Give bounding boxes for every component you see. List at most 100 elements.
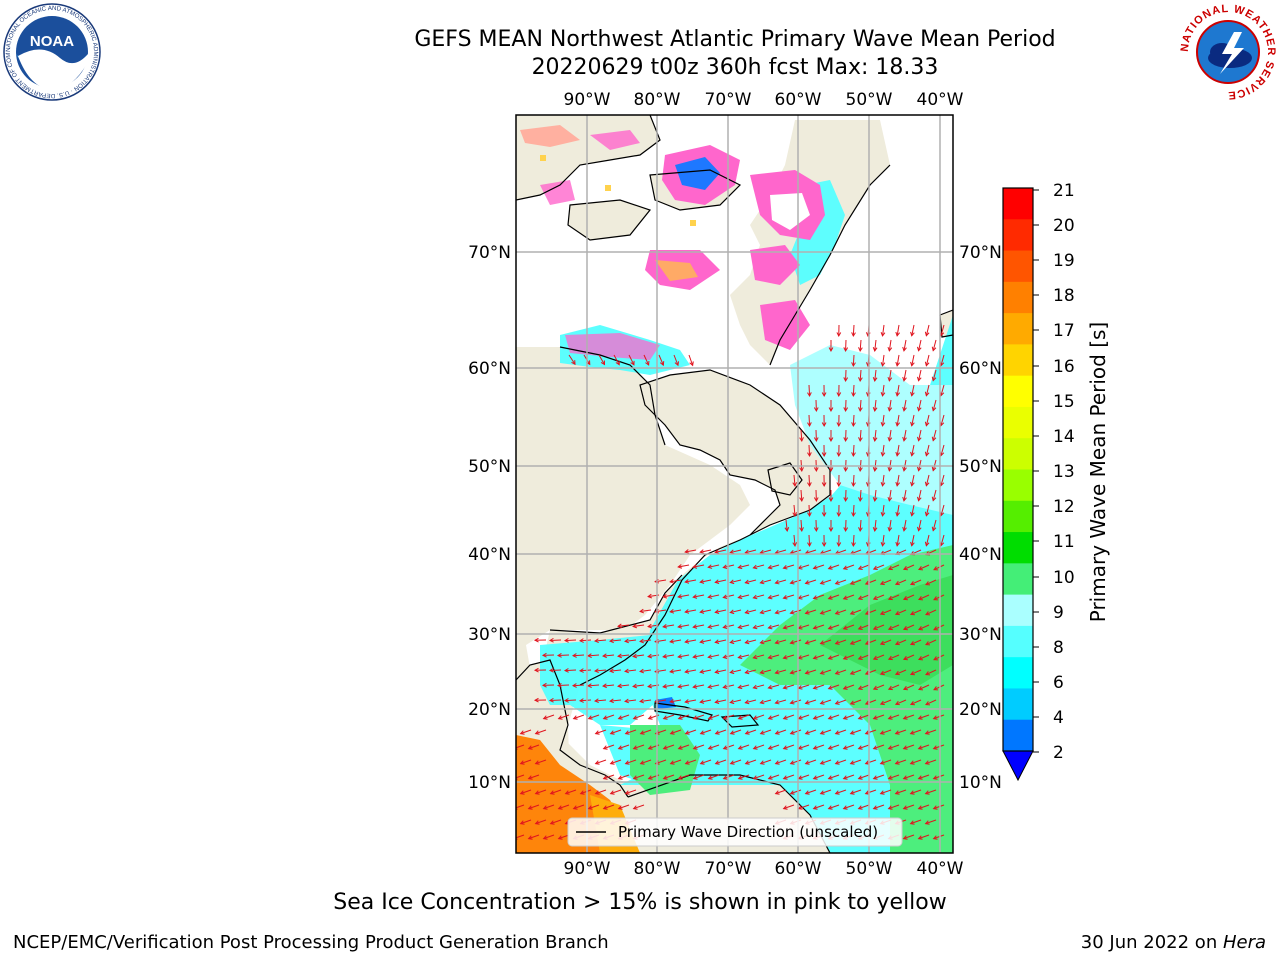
wave-arrow-head — [827, 655, 833, 660]
wave-arrow-head — [744, 730, 750, 735]
colorbar-segment — [1003, 719, 1033, 752]
wave-arrow-head — [857, 715, 863, 720]
wave-arrow-head — [834, 610, 840, 615]
wave-arrow-head — [669, 698, 675, 704]
wave-arrow — [820, 699, 832, 705]
wave-arrow-head — [767, 684, 773, 690]
wave-arrow-head — [902, 805, 908, 810]
wave-arrow-head — [872, 347, 878, 352]
wave-arrow-head — [887, 595, 893, 601]
wave-arrow-head — [849, 790, 855, 795]
wave-arrow — [932, 339, 937, 351]
wave-arrow-head — [669, 668, 675, 674]
wave-arrow — [700, 699, 712, 703]
wave-arrow-head — [933, 656, 939, 661]
wave-arrow — [753, 774, 765, 780]
wave-arrow — [888, 684, 900, 690]
wave-arrow — [888, 339, 892, 351]
wave-arrow — [798, 744, 810, 750]
wave-arrow — [790, 549, 802, 554]
wave-arrow-head — [684, 730, 690, 735]
wave-arrow — [715, 639, 727, 643]
colorbar-segment — [1003, 375, 1033, 408]
wave-arrow-head — [674, 361, 680, 367]
wave-arrow — [550, 789, 562, 795]
wave-arrow-head — [533, 697, 539, 703]
lon-label-top: 70°W — [705, 90, 752, 110]
wave-arrow — [888, 489, 892, 501]
lat-label-right: 50°N — [959, 457, 1002, 477]
wave-arrow-head — [880, 391, 886, 397]
wave-arrow-head — [722, 775, 728, 780]
wave-arrow-head — [542, 805, 548, 810]
wave-arrow-head — [819, 640, 825, 645]
wave-arrow-head — [836, 482, 842, 488]
wave-arrow — [852, 474, 855, 487]
wave-arrow — [888, 429, 892, 441]
wave-arrow-head — [789, 640, 795, 645]
wave-arrow-head — [527, 775, 533, 780]
wave-arrow — [790, 669, 802, 674]
wave-arrow — [882, 384, 885, 396]
wave-arrow — [610, 789, 622, 795]
wave-arrow — [882, 354, 885, 366]
wave-arrow — [940, 414, 945, 426]
wave-arrow — [768, 744, 780, 750]
wave-arrow — [798, 624, 810, 629]
wave-arrow — [633, 624, 645, 627]
wave-arrow-head — [556, 683, 562, 688]
lon-label-top: 90°W — [564, 90, 611, 110]
wave-arrow — [903, 654, 915, 660]
wave-arrow — [852, 354, 855, 367]
wave-arrow-head — [632, 805, 638, 810]
wave-arrow — [745, 669, 757, 674]
wave-arrow-head — [813, 407, 819, 413]
wave-arrow-head — [894, 790, 900, 795]
wave-arrow — [557, 654, 570, 657]
wave-arrow — [760, 639, 772, 644]
lon-label-top: 80°W — [634, 90, 681, 110]
wave-arrow-head — [910, 331, 915, 337]
wave-arrow — [888, 369, 892, 381]
wave-arrow — [738, 714, 750, 720]
wave-arrow — [925, 579, 937, 586]
wave-arrow — [933, 594, 945, 601]
lat-label-left: 50°N — [468, 457, 511, 477]
wave-arrow — [903, 339, 907, 351]
wave-arrow — [520, 729, 532, 735]
wave-arrow — [580, 789, 592, 795]
wave-arrow-head — [827, 745, 833, 750]
wave-arrow-head — [699, 699, 705, 704]
wave-arrow-head — [602, 745, 608, 750]
wave-arrow — [663, 594, 675, 598]
wave-arrow-head — [707, 594, 713, 599]
wave-arrow-head — [887, 745, 893, 750]
wave-arrow-head — [880, 361, 886, 367]
wave-arrow — [543, 804, 555, 810]
wave-arrow — [903, 429, 907, 441]
wave-arrow — [760, 579, 772, 584]
wave-arrow — [768, 564, 780, 569]
wave-arrow — [828, 774, 840, 780]
wave-arrow — [793, 504, 796, 517]
wave-arrow-head — [872, 655, 878, 661]
colorbar-segment — [1003, 625, 1033, 658]
wave-arrow — [625, 639, 637, 642]
wave-arrow — [745, 699, 757, 704]
wave-arrow-head — [834, 700, 840, 705]
wave-arrow-head — [615, 360, 620, 366]
wave-arrow-head — [729, 579, 735, 585]
wave-arrow — [858, 564, 870, 570]
colorbar-segment — [1003, 438, 1033, 470]
wave-arrow — [835, 609, 847, 615]
wave-arrow — [618, 804, 630, 810]
axis-labels: 90°W 90°W 80°W 80°W 70°W 70°W 60°W 60°W 50°W 50°W… — [468, 90, 1002, 879]
wave-arrow — [798, 684, 810, 689]
wave-arrow — [663, 684, 675, 688]
wave-arrow — [678, 564, 690, 568]
wave-arrow-head — [759, 609, 765, 615]
wave-arrow-head — [910, 541, 915, 547]
wave-arrow-head — [925, 641, 931, 646]
wave-arrow-head — [858, 467, 863, 473]
wave-arrow — [865, 639, 877, 645]
